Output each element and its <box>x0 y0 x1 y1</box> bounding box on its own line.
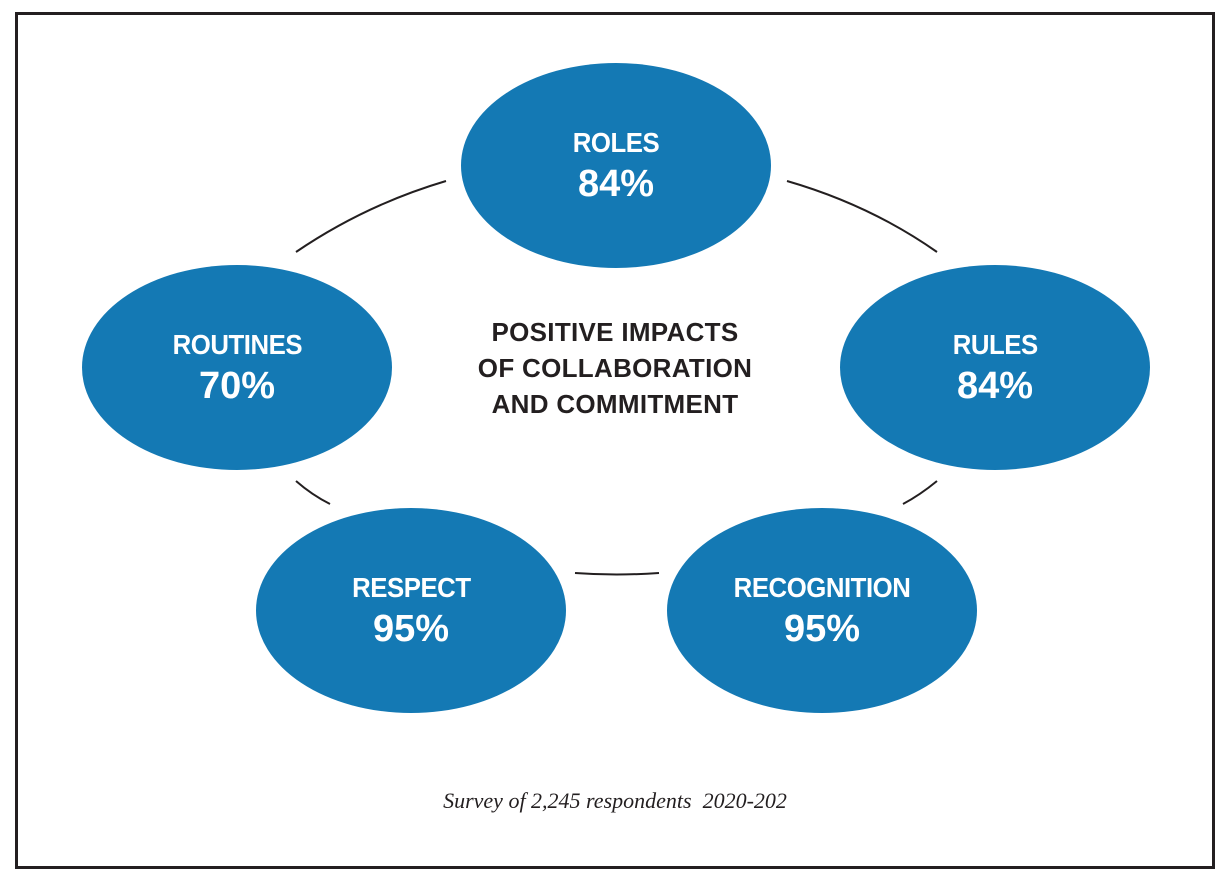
diagram-title-line: AND COMMITMENT <box>491 389 739 419</box>
node-routines-value: 70% <box>198 364 276 407</box>
node-rules: RULES 84% <box>840 265 1150 470</box>
connector-respect-routines <box>295 480 331 505</box>
connector-roles-rules <box>786 180 938 253</box>
node-recognition-value: 95% <box>783 607 861 650</box>
node-respect-label: RESPECT <box>351 571 471 603</box>
diagram-title-line: OF COLLABORATION <box>477 353 753 383</box>
node-roles-label: ROLES <box>572 126 660 158</box>
connector-rules-recognition <box>902 480 938 505</box>
connector-recognition-respect <box>574 572 660 576</box>
node-respect: RESPECT 95% <box>256 508 566 713</box>
node-routines: ROUTINES 70% <box>82 265 392 470</box>
node-rules-label: RULES <box>952 328 1038 360</box>
diagram-title-line: POSITIVE IMPACTS <box>491 317 739 347</box>
node-rules-value: 84% <box>956 364 1034 407</box>
connector-roles-routines <box>295 180 447 253</box>
node-routines-label: ROUTINES <box>172 328 302 360</box>
node-recognition: RECOGNITION 95% <box>667 508 977 713</box>
node-roles: ROLES 84% <box>461 63 771 268</box>
node-respect-value: 95% <box>372 607 450 650</box>
node-recognition-label: RECOGNITION <box>733 571 911 603</box>
survey-caption: Survey of 2,245 respondents 2020-202 <box>443 788 787 813</box>
diagram-title: POSITIVE IMPACTS OF COLLABORATION AND CO… <box>430 314 800 422</box>
node-roles-value: 84% <box>577 162 655 205</box>
